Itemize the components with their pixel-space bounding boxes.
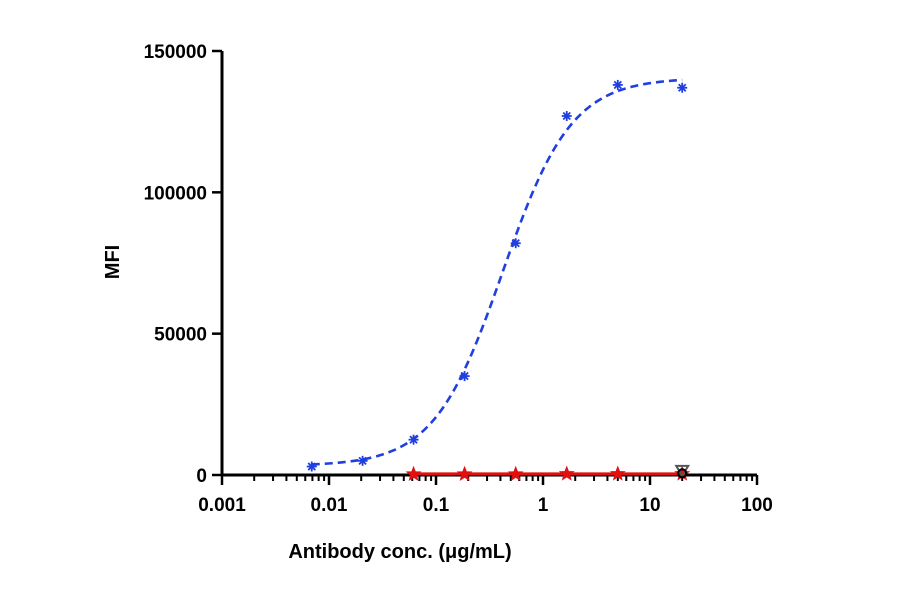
data-point <box>456 465 473 481</box>
data-point <box>405 465 422 481</box>
asterisk-stroke <box>613 80 622 90</box>
points-layer <box>306 79 691 481</box>
y-tick-label: 0 <box>196 466 207 487</box>
data-point <box>507 465 524 481</box>
x-axis-label: Antibody conc. (μg/mL) <box>288 541 511 563</box>
asterisk-stroke <box>511 239 520 248</box>
data-point <box>677 468 688 479</box>
asterisk-stroke <box>562 111 571 121</box>
data-point <box>561 111 572 122</box>
x-tick-label: 0.1 <box>423 495 450 516</box>
data-point <box>612 79 623 90</box>
data-point <box>408 434 419 445</box>
asterisk-stroke <box>307 462 316 471</box>
fit-curve-blue <box>311 78 683 466</box>
x-tick-label: 0.001 <box>198 495 246 516</box>
asterisk-stroke <box>358 456 367 466</box>
y-tick-label: 100000 <box>144 183 207 204</box>
data-point <box>558 465 575 481</box>
y-tick-label: 150000 <box>144 42 207 63</box>
x-tick-label: 10 <box>639 495 660 516</box>
x-axis: 0.001 0.01 0.1 1 10 100 <box>198 473 773 516</box>
x-tick-label: 0.01 <box>311 495 348 516</box>
data-point <box>357 455 368 466</box>
asterisk-stroke <box>460 371 469 381</box>
data-point <box>609 465 626 481</box>
y-axis-label: MFI <box>102 245 124 279</box>
data-point <box>306 461 317 472</box>
y-axis: 0 50000 100000 150000 <box>144 42 224 487</box>
data-point <box>459 371 470 382</box>
data-point <box>510 238 521 249</box>
asterisk-stroke <box>678 83 687 92</box>
x-tick-label: 1 <box>538 495 549 516</box>
y-tick-label: 50000 <box>154 325 207 346</box>
x-tick-label: 100 <box>741 495 773 516</box>
data-point <box>677 82 688 93</box>
asterisk-stroke <box>409 435 418 444</box>
curves-layer <box>311 78 683 476</box>
